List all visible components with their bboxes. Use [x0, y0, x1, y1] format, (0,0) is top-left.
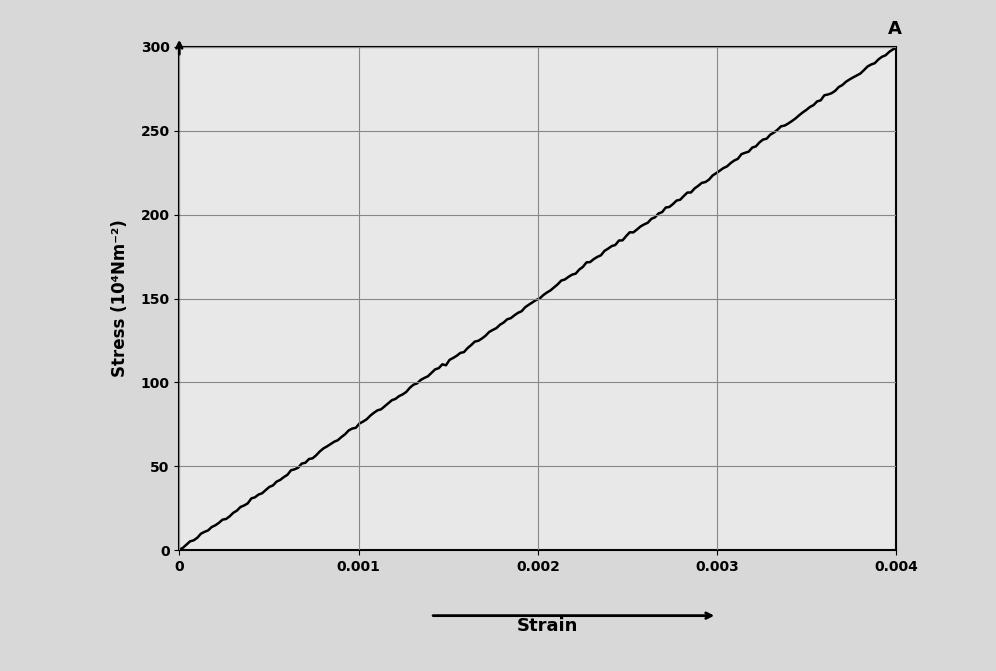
Y-axis label: Stress (10⁴Nm⁻²): Stress (10⁴Nm⁻²) [112, 219, 129, 378]
Text: A: A [887, 19, 901, 38]
Text: Strain: Strain [517, 617, 579, 635]
